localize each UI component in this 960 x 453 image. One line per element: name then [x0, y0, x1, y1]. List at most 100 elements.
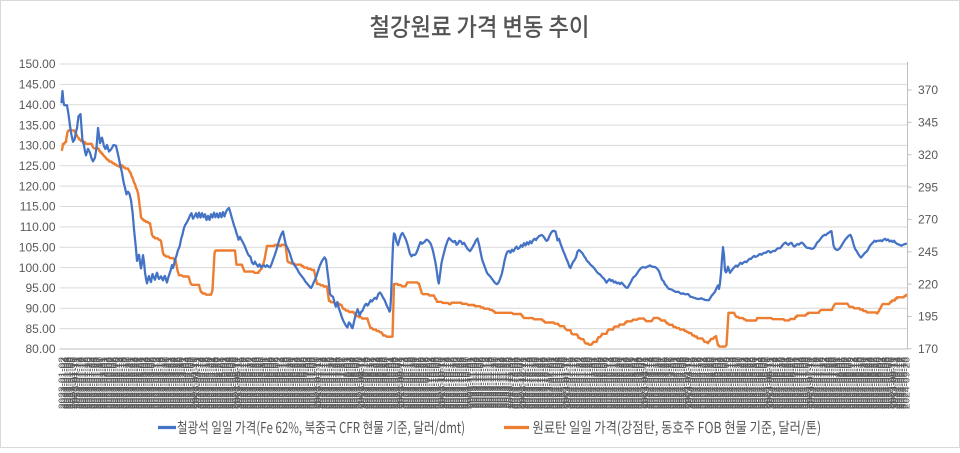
svg-text:90.00: 90.00 [25, 301, 55, 315]
svg-text:2023-11-28: 2023-11-28 [501, 357, 512, 409]
svg-text:2023-06-16: 2023-06-16 [281, 357, 292, 409]
svg-text:2024-06-27: 2024-06-27 [787, 357, 798, 409]
svg-text:2023-11-21: 2023-11-21 [492, 357, 503, 409]
svg-text:2023-09-20: 2023-09-20 [409, 357, 420, 409]
svg-text:2023-07-27: 2023-07-27 [336, 357, 347, 409]
svg-text:2023-02-07: 2023-02-07 [106, 357, 117, 409]
svg-text:2023-11-24: 2023-11-24 [497, 357, 508, 409]
svg-text:2024-01-23: 2024-01-23 [576, 357, 587, 409]
svg-text:2023-01-26: 2023-01-26 [91, 357, 102, 409]
svg-text:2024-01-15: 2024-01-15 [565, 357, 576, 409]
svg-text:2023-08-29: 2023-08-29 [379, 357, 390, 409]
svg-text:295: 295 [918, 180, 938, 194]
svg-text:2024-05-22: 2024-05-22 [738, 357, 749, 409]
svg-text:2023-06-26: 2023-06-26 [292, 357, 303, 409]
svg-text:2023-04-14: 2023-04-14 [197, 357, 208, 409]
svg-text:2024-02-23: 2024-02-23 [620, 357, 631, 409]
svg-text:2023-12-29: 2023-12-29 [544, 357, 555, 409]
svg-text:2023-11-01: 2023-11-01 [465, 357, 476, 409]
svg-text:2024-07-05: 2024-07-05 [798, 357, 809, 409]
svg-text:2024-04-04: 2024-04-04 [674, 357, 685, 409]
svg-text:2023-02-27: 2023-02-27 [133, 357, 144, 409]
svg-text:2023-05-01: 2023-05-01 [217, 357, 228, 409]
svg-text:2024-09-11: 2024-09-11 [888, 357, 899, 409]
svg-text:2024-02-15: 2024-02-15 [608, 357, 619, 409]
svg-text:2023-01-24: 2023-01-24 [88, 357, 99, 409]
svg-text:2023-02-23: 2023-02-23 [129, 357, 140, 409]
svg-text:2024-08-09: 2024-08-09 [845, 357, 856, 409]
svg-text:2024-04-10: 2024-04-10 [682, 357, 693, 409]
svg-text:2023-11-07: 2023-11-07 [473, 357, 484, 409]
svg-text:2023-03-16: 2023-03-16 [157, 357, 168, 409]
svg-text:2023-08-23: 2023-08-23 [371, 357, 382, 409]
svg-text:125.00: 125.00 [19, 159, 56, 173]
svg-text:195: 195 [918, 310, 938, 324]
svg-text:2023-03-03: 2023-03-03 [140, 357, 151, 409]
svg-text:2023-01-11: 2023-01-11 [71, 357, 82, 409]
svg-text:2024-05-17: 2024-05-17 [732, 357, 743, 409]
svg-text:170: 170 [918, 342, 938, 356]
svg-text:2023-04-25: 2023-04-25 [210, 357, 221, 409]
svg-text:2023-11-06: 2023-11-06 [471, 357, 482, 409]
svg-text:2024-09-13: 2024-09-13 [892, 357, 903, 409]
svg-text:2023-12-05: 2023-12-05 [511, 357, 522, 409]
svg-text:2023-06-09: 2023-06-09 [272, 357, 283, 409]
svg-text:2024-02-01: 2024-02-01 [589, 357, 600, 409]
svg-text:2023-12-27: 2023-12-27 [541, 357, 552, 409]
svg-text:2023-09-11: 2023-09-11 [396, 357, 407, 409]
svg-text:2023-08-22: 2023-08-22 [370, 357, 381, 409]
svg-text:2023-11-03: 2023-11-03 [469, 357, 480, 409]
svg-text:2024-06-26: 2024-06-26 [785, 357, 796, 409]
svg-text:2023-10-31: 2023-10-31 [464, 357, 475, 409]
svg-text:2023-09-26: 2023-09-26 [417, 357, 428, 409]
svg-text:2024-05-20: 2024-05-20 [734, 357, 745, 409]
svg-text:2024-01-22: 2024-01-22 [574, 357, 585, 409]
svg-text:2024-09-18: 2024-09-18 [898, 357, 909, 409]
svg-text:2023-01-27: 2023-01-27 [93, 357, 104, 409]
svg-text:2023-12-21: 2023-12-21 [533, 357, 544, 409]
svg-text:2023-01-04: 2023-01-04 [61, 357, 72, 409]
svg-text:2024-08-22: 2024-08-22 [862, 357, 873, 409]
svg-text:2023-05-30: 2023-05-30 [257, 357, 268, 409]
svg-text:2023-09-19: 2023-09-19 [407, 357, 418, 409]
svg-text:2024-04-16: 2024-04-16 [689, 357, 700, 409]
svg-text:2023-03-08: 2023-03-08 [146, 357, 157, 409]
svg-text:2024-03-26: 2024-03-26 [661, 357, 672, 409]
svg-text:2024-09-12: 2024-09-12 [890, 357, 901, 409]
svg-text:2024-03-11: 2024-03-11 [640, 357, 651, 409]
svg-text:2023-03-14: 2023-03-14 [153, 357, 164, 409]
svg-text:270: 270 [918, 213, 938, 227]
svg-text:2023-04-19: 2023-04-19 [202, 357, 213, 409]
svg-text:2023-02-17: 2023-02-17 [121, 357, 132, 409]
svg-text:2023-03-17: 2023-03-17 [159, 357, 170, 409]
svg-text:2024-01-02: 2024-01-02 [548, 357, 559, 409]
svg-text:2023-07-11: 2023-07-11 [313, 357, 324, 409]
svg-text:2023-11-15: 2023-11-15 [484, 357, 495, 409]
svg-text:2024-08-08: 2024-08-08 [843, 357, 854, 409]
svg-text:2024-01-29: 2024-01-29 [584, 357, 595, 409]
svg-text:2023-03-20: 2023-03-20 [161, 357, 172, 409]
svg-text:2024-07-16: 2024-07-16 [811, 357, 822, 409]
svg-text:2023-06-15: 2023-06-15 [279, 357, 290, 409]
svg-text:85.00: 85.00 [25, 322, 55, 336]
svg-text:2023-03-23: 2023-03-23 [167, 357, 178, 409]
svg-text:2024-07-03: 2024-07-03 [794, 357, 805, 409]
svg-text:2024-08-21: 2024-08-21 [860, 357, 871, 409]
svg-text:2024-08-01: 2024-08-01 [834, 357, 845, 409]
svg-text:2024-03-01: 2024-03-01 [629, 357, 640, 409]
svg-text:2023-08-08: 2023-08-08 [351, 357, 362, 409]
svg-text:2024-03-20: 2024-03-20 [653, 357, 664, 409]
svg-text:2024-01-12: 2024-01-12 [563, 357, 574, 409]
svg-text:2024-02-28: 2024-02-28 [625, 357, 636, 409]
svg-text:2023-11-20: 2023-11-20 [490, 357, 501, 409]
svg-text:2024-08-14: 2024-08-14 [851, 357, 862, 409]
svg-text:2024-03-06: 2024-03-06 [635, 357, 646, 409]
svg-text:2023-01-25: 2023-01-25 [89, 357, 100, 409]
svg-text:2023-12-04: 2023-12-04 [509, 357, 520, 409]
svg-text:2024-08-20: 2024-08-20 [858, 357, 869, 409]
svg-text:2024-05-07: 2024-05-07 [717, 357, 728, 409]
svg-text:2023-03-07: 2023-03-07 [144, 357, 155, 409]
svg-text:2023-02-09: 2023-02-09 [110, 357, 121, 409]
svg-text:2024-01-31: 2024-01-31 [588, 357, 599, 409]
svg-text:2024-04-22: 2024-04-22 [697, 357, 708, 409]
